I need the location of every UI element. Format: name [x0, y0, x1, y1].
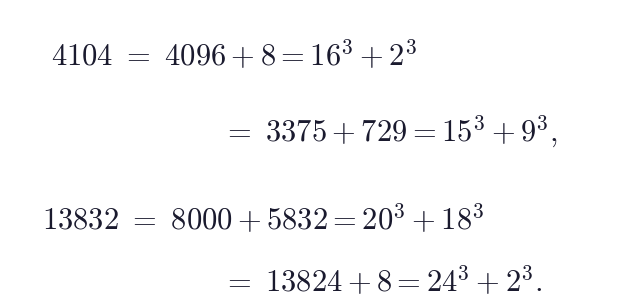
Text: $13832 \ = \ 8000 + 5832 = 20^3 + 18^3$: $13832 \ = \ 8000 + 5832 = 20^3 + 18^3$ — [42, 203, 484, 237]
Text: $4104 \ = \ 4096 + 8 = 16^3 + 2^3$: $4104 \ = \ 4096 + 8 = 16^3 + 2^3$ — [51, 39, 417, 73]
Text: $= \ 13824 + 8 = 24^3 + 2^3.$: $= \ 13824 + 8 = 24^3 + 2^3.$ — [222, 265, 542, 299]
Text: $= \ 3375 + 729 = 15^3 + 9^3,$: $= \ 3375 + 729 = 15^3 + 9^3,$ — [222, 114, 558, 150]
